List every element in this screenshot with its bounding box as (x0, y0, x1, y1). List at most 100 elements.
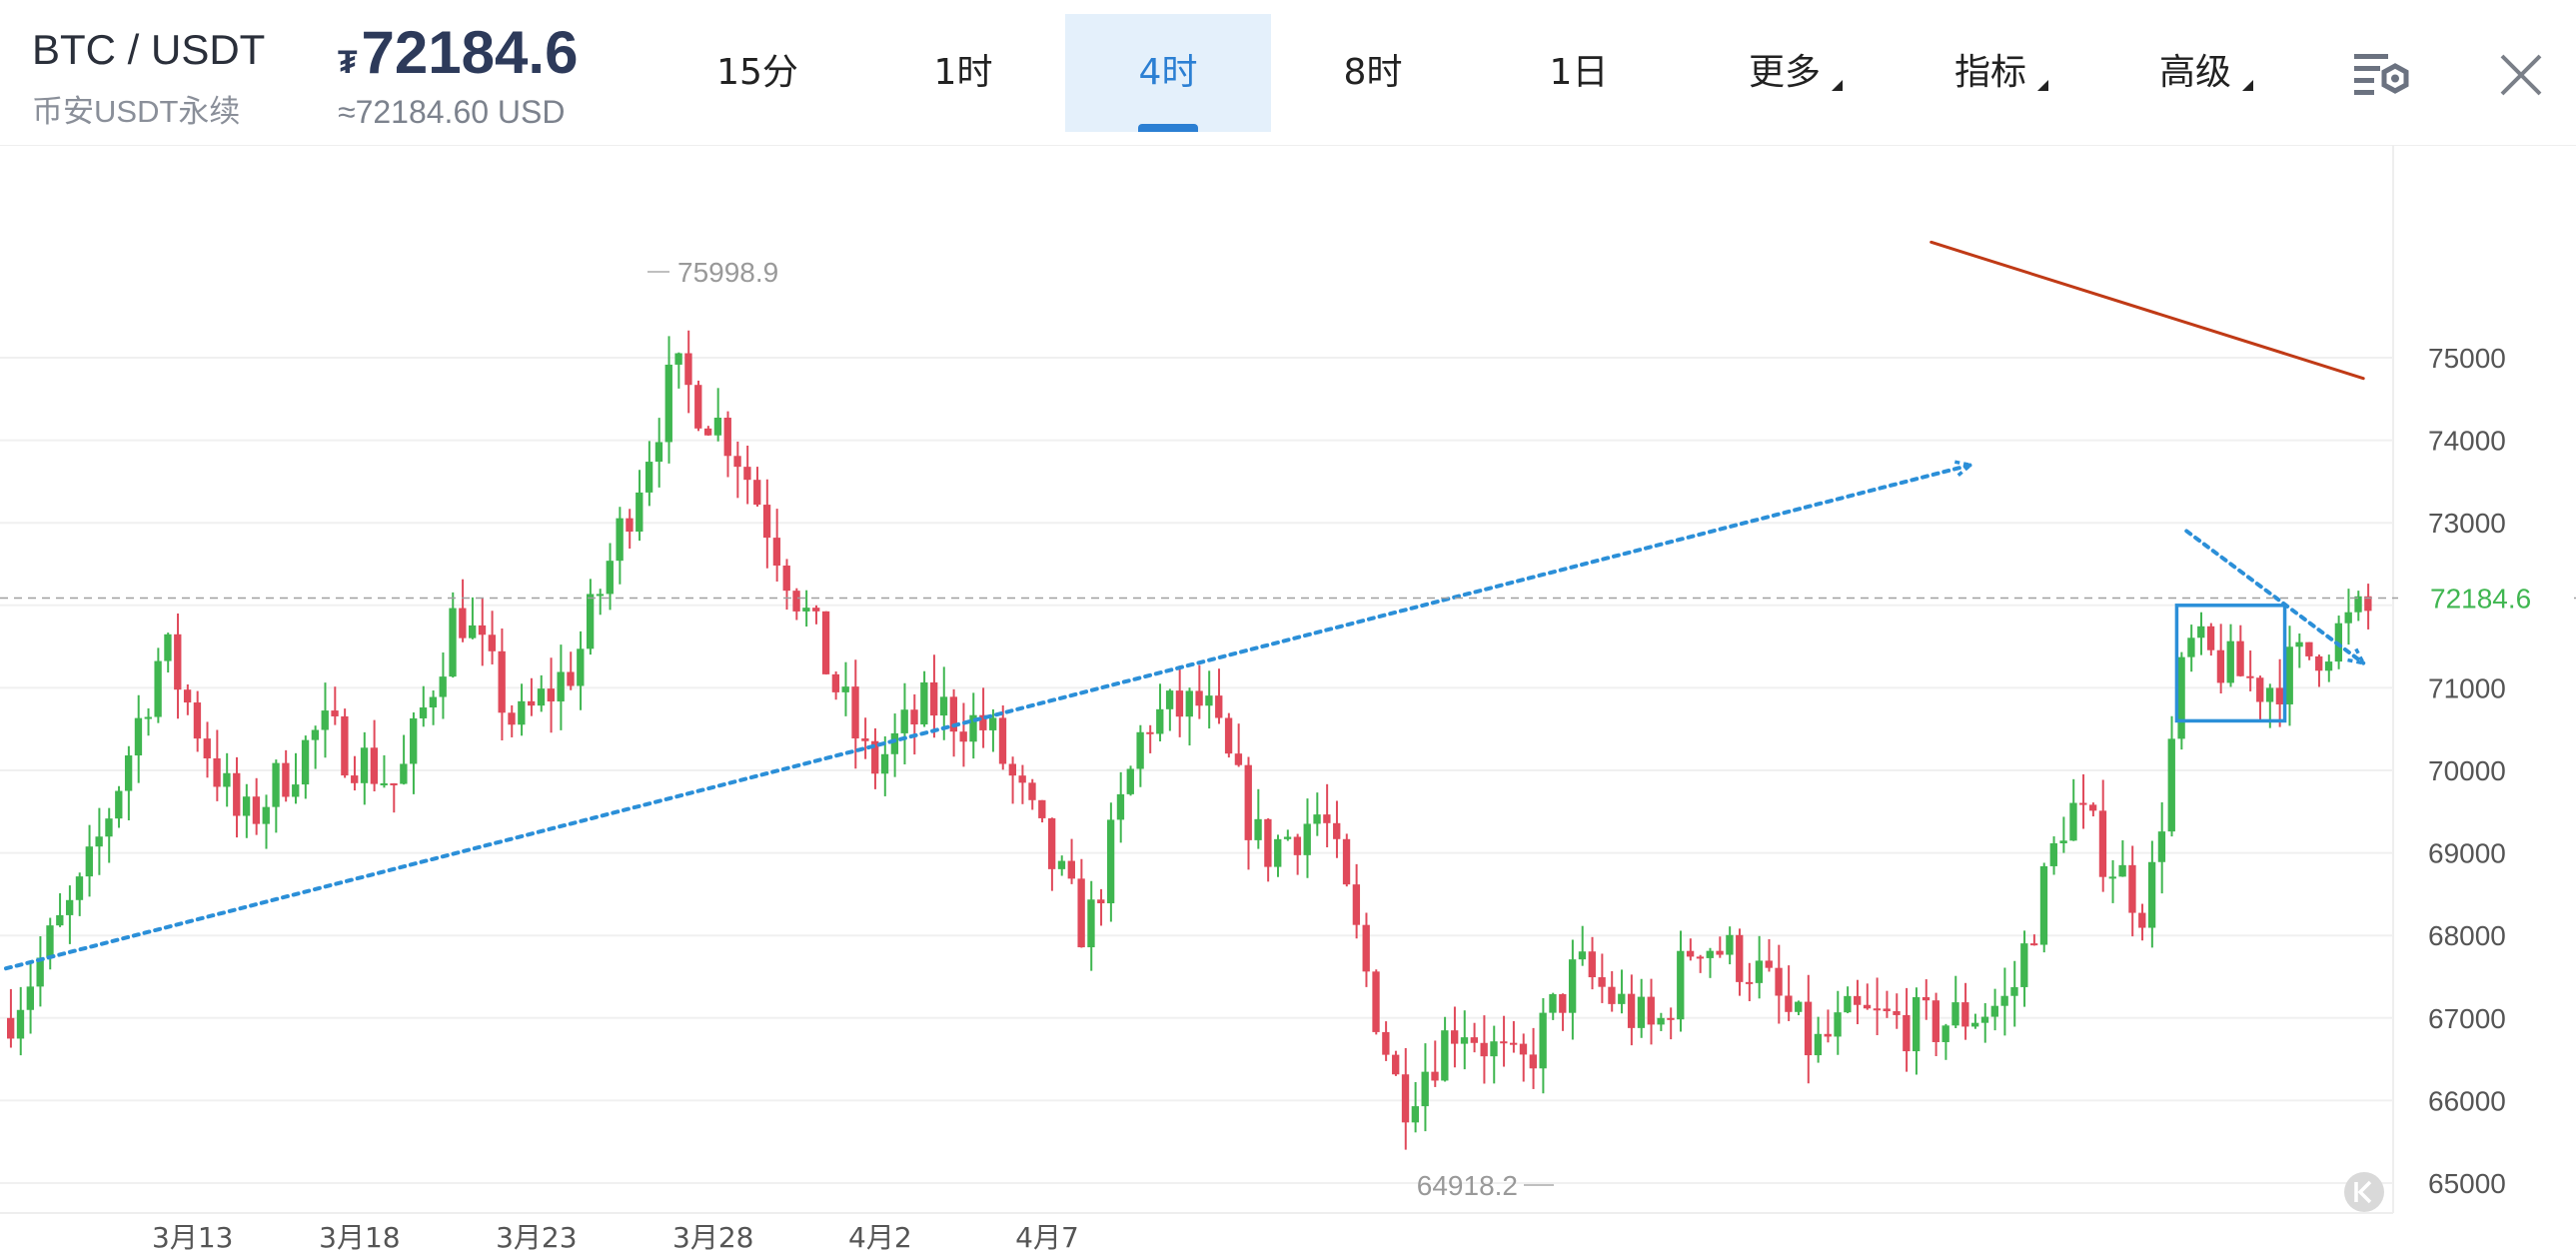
close-icon[interactable] (2486, 40, 2556, 110)
currency-symbol: ₮ (338, 44, 358, 80)
candle (1411, 1081, 1420, 1133)
candle (1057, 855, 1066, 876)
candle (2128, 845, 2136, 937)
candlestick-chart[interactable]: 7500074000730007200071000700006900068000… (0, 146, 2576, 1259)
candle (1844, 986, 1852, 1014)
price-usd: ≈72184.60 USD (338, 94, 566, 130)
candle (871, 727, 879, 789)
candle (1441, 1016, 1449, 1082)
scroll-to-latest-button[interactable] (2344, 1172, 2384, 1212)
candle (2118, 840, 2126, 877)
candle (183, 683, 192, 715)
candle (360, 731, 369, 805)
candle (1470, 1022, 1478, 1053)
candle (1647, 978, 1655, 1045)
candle (920, 670, 928, 727)
date-tick-label: 3月28 (672, 1221, 753, 1254)
candle (1951, 975, 1959, 1028)
candle (772, 509, 781, 582)
candle (2246, 650, 2254, 691)
candle (577, 630, 585, 710)
candle (1824, 1009, 1832, 1043)
candle (2147, 840, 2156, 948)
trend-line[interactable] (4, 463, 1972, 971)
price-tick-label: 67000 (2428, 1003, 2506, 1034)
candle (380, 754, 388, 788)
tab-label: 1时 (933, 52, 993, 93)
candle (1795, 1000, 1803, 1016)
date-tick-label: 3月23 (496, 1221, 577, 1254)
candle (1922, 979, 1931, 1020)
candle (1755, 935, 1764, 999)
candle (370, 719, 379, 791)
candle (1677, 930, 1685, 1032)
trend-line[interactable] (1930, 240, 2365, 381)
candle (606, 543, 614, 611)
price-tick-label: 74000 (2428, 426, 2506, 457)
tab-more[interactable]: 更多 (1682, 14, 1888, 132)
price-value: 72184.6 (361, 19, 579, 86)
last-price: ₮72184.6 (338, 18, 578, 87)
candles (7, 330, 2372, 1150)
candle (1215, 668, 1223, 724)
candle (1097, 888, 1105, 926)
candle (321, 682, 329, 758)
candle (1961, 982, 1969, 1040)
candle (1038, 799, 1046, 823)
tab-15m[interactable]: 15分 (654, 14, 860, 132)
candle (1903, 987, 1911, 1072)
candle (1460, 1010, 1469, 1070)
candle (1008, 756, 1016, 804)
candle (390, 782, 398, 813)
candle (910, 693, 918, 755)
candle (2315, 654, 2323, 687)
candle (2197, 612, 2205, 655)
candle (1893, 993, 1901, 1029)
candle (1932, 992, 1940, 1056)
candle (636, 470, 644, 542)
candle (2295, 633, 2303, 668)
candle (2138, 903, 2146, 941)
candle (812, 605, 820, 625)
candle (2344, 589, 2352, 645)
candle (1136, 724, 1144, 787)
dropdown-caret-icon (2037, 80, 2048, 91)
candle (193, 690, 202, 752)
tab-label: 4时 (1138, 52, 1198, 93)
tab-1h[interactable]: 1时 (860, 14, 1066, 132)
candle (213, 729, 221, 801)
candle (1303, 798, 1311, 878)
price-tick-label: 75000 (2428, 343, 2506, 374)
candle (949, 688, 958, 757)
candle (880, 735, 889, 796)
tab-indicators[interactable]: 指标 (1888, 14, 2093, 132)
candle (95, 807, 103, 875)
chart-settings-icon[interactable] (2348, 40, 2418, 110)
candle (1913, 987, 1921, 1075)
pair-title[interactable]: BTC / USDT (32, 26, 266, 73)
candle (1067, 838, 1075, 884)
date-axis: 3月13 3月18 3月23 3月28 4月2 4月7 (0, 1212, 2393, 1254)
candle (2216, 624, 2225, 693)
trend-line[interactable] (2184, 529, 2366, 665)
candle (1480, 1015, 1488, 1084)
candle (1490, 1025, 1498, 1084)
tab-1d[interactable]: 1日 (1476, 14, 1682, 132)
candle (654, 418, 663, 488)
candle (861, 717, 869, 759)
candle (1352, 863, 1361, 939)
candle (841, 661, 849, 716)
candle (174, 613, 182, 719)
candle (959, 702, 967, 767)
tab-8h[interactable]: 8时 (1270, 14, 1476, 132)
price-tick-label: 71000 (2428, 672, 2506, 703)
dropdown-caret-icon (1832, 80, 1843, 91)
candle (694, 380, 702, 432)
candle (272, 759, 280, 833)
candle (1342, 833, 1351, 887)
candle (311, 725, 320, 769)
tab-advanced[interactable]: 高级 (2092, 14, 2298, 132)
rectangle-annotation[interactable] (2174, 604, 2287, 723)
tab-4h[interactable]: 4时 (1065, 14, 1271, 132)
high-price-label: 75998.9 (677, 257, 778, 288)
